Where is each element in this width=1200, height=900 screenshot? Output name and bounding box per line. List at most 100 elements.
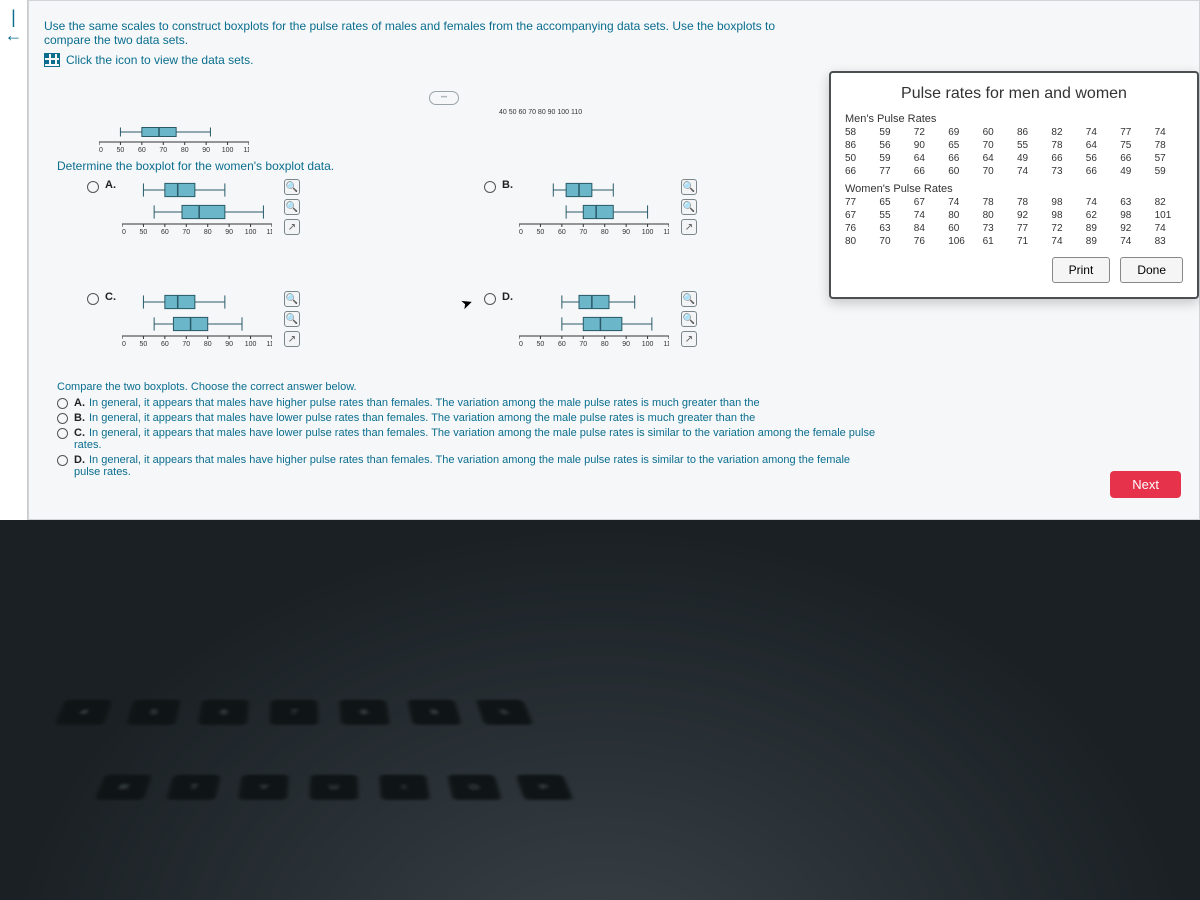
data-cell: 70 [983,140,1011,151]
data-cell: 86 [1017,127,1045,138]
svg-text:80: 80 [204,341,212,347]
compare-text-c: In general, it appears that males have l… [74,427,875,451]
svg-text:90: 90 [202,147,210,153]
keyboard-key: 5 [126,700,180,725]
compare-row-c: C.In general, it appears that males have… [57,427,877,451]
compare-row-b: B.In general, it appears that males have… [57,412,877,424]
data-cell: 92 [1017,210,1045,221]
data-cell: 76 [914,236,942,247]
data-cell: 74 [1017,166,1045,177]
data-grid-icon[interactable] [44,53,60,67]
next-button[interactable]: Next [1110,471,1181,498]
popout-a[interactable]: ↗ [284,219,300,235]
svg-text:100: 100 [245,341,257,347]
radio-d[interactable] [484,293,496,305]
popout-c[interactable]: ↗ [284,331,300,347]
data-cell: 59 [1155,166,1183,177]
collapse-icon[interactable]: |← [5,8,23,26]
zoom-b-1[interactable]: 🔍 [681,179,697,195]
data-link-text[interactable]: Click the icon to view the data sets. [66,53,253,67]
data-cell: 59 [879,153,907,164]
data-cell: 66 [845,166,873,177]
svg-text:60: 60 [161,341,169,347]
compare-radio-d[interactable] [57,455,68,466]
label-b: B. [502,179,513,191]
compare-radio-c[interactable] [57,428,68,439]
data-cell: 62 [1086,210,1114,221]
compare-text-b: In general, it appears that males have l… [89,412,755,424]
svg-text:50: 50 [140,229,148,235]
data-cell: 70 [983,166,1011,177]
data-cell: 77 [879,166,907,177]
desk-background: 4567890 RTYUIOP [0,520,1200,900]
data-cell: 80 [983,210,1011,221]
data-cell: 58 [845,127,873,138]
data-cell: 86 [845,140,873,151]
data-cell: 67 [845,210,873,221]
zoom-a-2[interactable]: 🔍 [284,199,300,215]
compare-text-a: In general, it appears that males have h… [89,397,760,409]
zoom-d-1[interactable]: 🔍 [681,291,697,307]
svg-text:100: 100 [222,147,234,153]
zoom-a-1[interactable]: 🔍 [284,179,300,195]
compare-radio-b[interactable] [57,413,68,424]
print-button[interactable]: Print [1052,257,1111,283]
data-cell: 74 [1120,236,1148,247]
popout-d[interactable]: ↗ [681,331,697,347]
data-cell: 63 [1120,197,1148,208]
data-cell: 71 [1017,236,1045,247]
data-cell: 56 [1086,153,1114,164]
radio-b[interactable] [484,181,496,193]
svg-text:110: 110 [243,147,249,153]
data-cell: 84 [914,223,942,234]
zoom-c-2[interactable]: 🔍 [284,311,300,327]
women-data-grid: 7765677478789874638267557480809298629810… [845,197,1183,247]
done-button[interactable]: Done [1120,257,1183,283]
data-cell: 61 [983,236,1011,247]
data-cell: 64 [914,153,942,164]
data-cell: 77 [845,197,873,208]
svg-text:40: 40 [99,147,103,153]
zoom-d-2[interactable]: 🔍 [681,311,697,327]
data-cell: 77 [1120,127,1148,138]
svg-text:90: 90 [622,341,630,347]
keyboard-key: 4 [55,700,112,725]
svg-text:50: 50 [537,229,545,235]
svg-text:80: 80 [181,147,189,153]
data-cell: 60 [948,166,976,177]
zoom-b-2[interactable]: 🔍 [681,199,697,215]
data-cell: 78 [1155,140,1183,151]
keyboard-key: R [95,775,152,800]
data-cell: 64 [1086,140,1114,151]
data-cell: 66 [1120,153,1148,164]
data-cell: 106 [948,236,976,247]
data-cell: 74 [1155,223,1183,234]
svg-text:80: 80 [204,229,212,235]
label-a: A. [105,179,116,191]
data-link-row[interactable]: Click the icon to view the data sets. [44,53,253,67]
zoom-c-1[interactable]: 🔍 [284,291,300,307]
data-cell: 55 [879,210,907,221]
svg-text:90: 90 [225,341,233,347]
data-cell: 70 [879,236,907,247]
data-cell: 82 [1051,127,1079,138]
popout-b[interactable]: ↗ [681,219,697,235]
svg-text:40: 40 [519,229,523,235]
svg-text:40: 40 [519,341,523,347]
data-cell: 98 [1120,210,1148,221]
data-cell: 49 [1017,153,1045,164]
radio-c[interactable] [87,293,99,305]
data-cell: 74 [1086,197,1114,208]
men-data-grid: 5859726960868274777486569065705578647578… [845,127,1183,177]
compare-row-d: D.In general, it appears that males have… [57,454,877,478]
men-boxplot-thumb: 405060708090100110 [99,123,249,153]
compare-radio-a[interactable] [57,398,68,409]
data-cell: 50 [845,153,873,164]
svg-text:70: 70 [579,229,587,235]
radio-a[interactable] [87,181,99,193]
data-cell: 59 [879,127,907,138]
ellipsis-pill[interactable]: ••• [429,91,459,105]
data-cell: 67 [914,197,942,208]
data-cell: 90 [914,140,942,151]
data-cell: 83 [1155,236,1183,247]
